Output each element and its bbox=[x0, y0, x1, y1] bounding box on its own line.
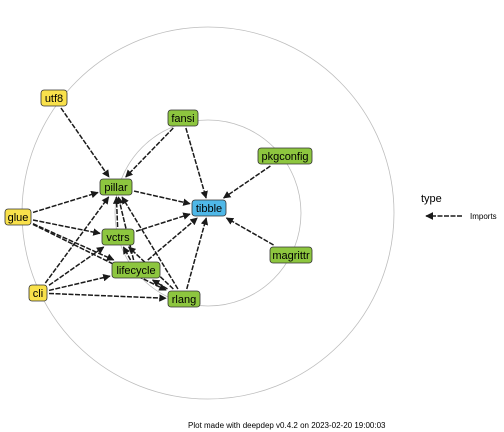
edge-rlang-to-pillar bbox=[121, 196, 179, 290]
node-lifecycle: lifecycle bbox=[111, 261, 161, 279]
node-label-fansi: fansi bbox=[171, 113, 194, 125]
node-box-utf8 bbox=[40, 89, 68, 107]
edge-pkgconfig-to-tibble bbox=[222, 165, 271, 199]
edge-cli-to-pillar bbox=[44, 196, 110, 284]
edge-glue-to-rlang bbox=[32, 223, 167, 291]
node-pillar: pillar bbox=[99, 178, 133, 196]
node-box-vctrs bbox=[101, 228, 135, 246]
edge-fansi-to-pillar bbox=[125, 127, 174, 178]
edge-lifecycle-to-vctrs bbox=[122, 246, 132, 261]
edge-glue-to-pillar bbox=[32, 190, 99, 214]
edge-fansi-to-tibble bbox=[185, 127, 208, 199]
node-label-utf8: utf8 bbox=[45, 93, 63, 105]
edge-utf8-to-pillar bbox=[60, 107, 110, 178]
node-label-pkgconfig: pkgconfig bbox=[261, 151, 308, 163]
node-box-tibble bbox=[191, 199, 227, 217]
node-box-pkgconfig bbox=[257, 147, 313, 165]
edge-cli-to-vctrs bbox=[48, 246, 105, 286]
edge-pillar-to-tibble bbox=[133, 190, 191, 206]
node-label-vctrs: vctrs bbox=[106, 232, 130, 244]
node-tibble: tibble bbox=[191, 199, 227, 217]
node-box-lifecycle bbox=[111, 261, 161, 279]
node-box-fansi bbox=[167, 109, 199, 127]
node-label-magrittr: magrittr bbox=[272, 250, 310, 262]
node-label-cli: cli bbox=[33, 288, 43, 300]
legend-item-imports: Imports bbox=[470, 212, 497, 221]
edge-layer bbox=[32, 107, 274, 302]
node-label-pillar: pillar bbox=[104, 182, 128, 194]
node-box-magrittr bbox=[269, 246, 313, 264]
edge-cli-to-lifecycle bbox=[48, 273, 111, 292]
node-label-lifecycle: lifecycle bbox=[116, 265, 155, 277]
node-fansi: fansi bbox=[167, 109, 199, 127]
node-utf8: utf8 bbox=[40, 89, 68, 107]
node-magrittr: magrittr bbox=[269, 246, 313, 264]
node-label-rlang: rlang bbox=[172, 294, 196, 306]
node-rlang: rlang bbox=[167, 290, 201, 308]
node-layer: tibble fansi pkgconfig pillar vctrs lifecycle… bbox=[4, 89, 313, 308]
edge-rlang-to-tibble bbox=[186, 217, 209, 290]
edge-vctrs-to-tibble bbox=[135, 212, 191, 232]
node-vctrs: vctrs bbox=[101, 228, 135, 246]
node-label-tibble: tibble bbox=[196, 203, 222, 215]
node-glue: glue bbox=[4, 208, 32, 226]
edge-glue-to-lifecycle bbox=[32, 223, 115, 261]
edge-vctrs-to-pillar bbox=[112, 196, 121, 228]
edge-magrittr-to-tibble bbox=[225, 217, 274, 246]
inner-level-ring bbox=[114, 119, 302, 307]
edge-cli-to-rlang bbox=[48, 292, 167, 302]
node-pkgconfig: pkgconfig bbox=[257, 147, 313, 165]
edge-glue-to-vctrs bbox=[32, 219, 101, 236]
node-box-pillar bbox=[99, 178, 133, 196]
edge-lifecycle-to-tibble bbox=[147, 217, 198, 261]
node-cli: cli bbox=[28, 284, 48, 302]
node-label-glue: glue bbox=[8, 212, 29, 224]
node-box-glue bbox=[4, 208, 32, 226]
node-box-cli bbox=[28, 284, 48, 302]
legend-title: type bbox=[421, 193, 442, 205]
node-box-rlang bbox=[167, 290, 201, 308]
plot-caption: Plot made with deepdep v0.4.2 on 2023-02… bbox=[188, 421, 386, 430]
legend: type Imports bbox=[421, 193, 497, 221]
